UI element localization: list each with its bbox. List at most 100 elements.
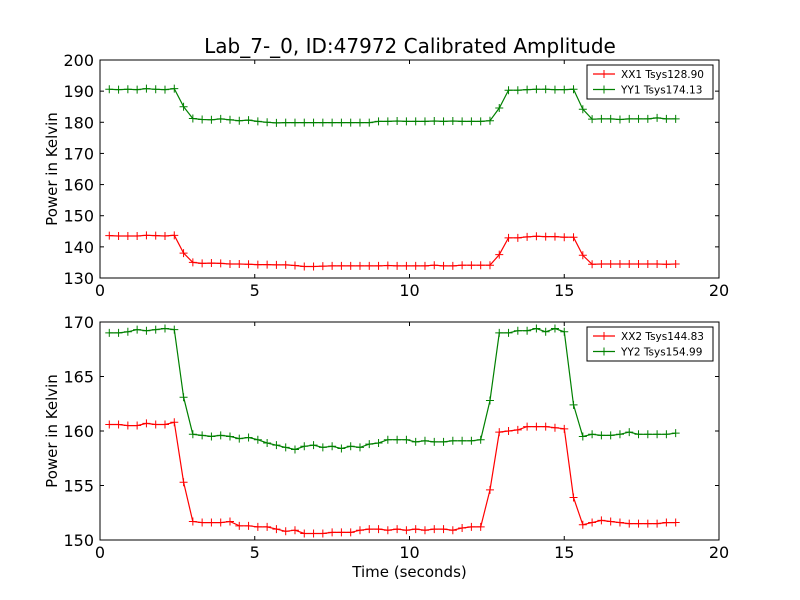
data-point: [272, 260, 281, 269]
data-point: [532, 324, 541, 333]
data-point: [188, 258, 197, 267]
data-point: [142, 231, 151, 240]
data-point: [411, 117, 420, 126]
data-point: [643, 259, 652, 268]
data-point: [476, 435, 485, 444]
x-tick-label: 15: [554, 543, 574, 562]
legend-marker: [600, 347, 608, 356]
data-point: [550, 85, 559, 94]
data-point: [216, 259, 225, 268]
data-point: [467, 117, 476, 126]
data-point: [662, 430, 671, 439]
data-point: [290, 445, 299, 454]
data-point: [300, 262, 309, 271]
data-point: [485, 261, 494, 270]
data-point: [318, 262, 327, 271]
data-point: [588, 518, 597, 527]
data-point: [495, 328, 504, 337]
data-point: [671, 518, 680, 527]
data-point: [309, 118, 318, 127]
data-point: [504, 233, 513, 242]
data-point: [671, 259, 680, 268]
data-point: [133, 85, 142, 94]
data-point: [207, 518, 216, 527]
y-tick-label: 180: [63, 113, 94, 132]
x-axis-label: Time (seconds): [351, 563, 467, 581]
data-point: [309, 262, 318, 271]
data-point: [374, 117, 383, 126]
legend-marker: [600, 85, 608, 94]
data-point: [225, 517, 234, 526]
data-point: [513, 326, 522, 335]
data-point: [541, 327, 550, 336]
data-point: [606, 114, 615, 123]
data-point: [467, 436, 476, 445]
data-point: [179, 478, 188, 487]
data-point: [495, 250, 504, 259]
legend-box: [586, 64, 714, 100]
x-tick-label: 15: [554, 281, 574, 300]
data-point: [523, 85, 532, 94]
y-axis-label: Power in Kelvin: [43, 374, 61, 488]
data-point: [198, 115, 207, 124]
data-point: [318, 529, 327, 538]
data-point: [244, 433, 253, 442]
data-point: [235, 521, 244, 530]
data-point: [625, 114, 634, 123]
data-point: [671, 429, 680, 438]
data-point: [235, 116, 244, 125]
data-point: [578, 251, 587, 260]
data-point: [383, 261, 392, 270]
legend-label: YY1 Tsys174.13: [620, 85, 702, 97]
y-tick-label: 165: [63, 368, 94, 387]
y-tick-label: 200: [63, 51, 94, 70]
data-point: [188, 114, 197, 123]
x-tick-label: 10: [399, 543, 419, 562]
data-point: [346, 442, 355, 451]
data-point: [235, 434, 244, 443]
data-point: [420, 526, 429, 535]
data-point: [430, 261, 439, 270]
data-point: [653, 113, 662, 122]
data-point: [588, 115, 597, 124]
data-point: [597, 516, 606, 525]
data-point: [365, 525, 374, 534]
data-point: [467, 522, 476, 531]
data-point: [207, 432, 216, 441]
data-point: [653, 519, 662, 528]
data-point: [439, 261, 448, 270]
data-point: [430, 525, 439, 534]
data-point: [513, 86, 522, 95]
data-point: [328, 442, 337, 451]
y-tick-label: 190: [63, 82, 94, 101]
data-point: [309, 441, 318, 450]
data-point: [430, 437, 439, 446]
legend-marker: [600, 70, 608, 78]
data-point: [606, 517, 615, 526]
data-point: [393, 117, 402, 126]
data-point: [541, 85, 550, 94]
data-point: [402, 117, 411, 126]
data-point: [643, 114, 652, 123]
data-point: [160, 85, 169, 94]
data-point: [355, 261, 364, 270]
data-point: [142, 84, 151, 93]
bottom-panel-chart: 0 5 10 15 20 150 155 160 165 170 Power in Kelvin Ti…: [43, 313, 729, 581]
data-point: [253, 260, 262, 269]
data-point: [346, 528, 355, 537]
y-tick-label: 130: [63, 269, 94, 288]
data-point: [133, 421, 142, 430]
data-point: [662, 518, 671, 527]
data-point: [662, 114, 671, 123]
data-point: [225, 259, 234, 268]
data-point: [615, 518, 624, 527]
x-tick-label: 10: [399, 281, 419, 300]
data-point: [244, 260, 253, 269]
data-point: [439, 525, 448, 534]
data-point: [569, 493, 578, 502]
data-point: [588, 430, 597, 439]
data-point: [365, 261, 374, 270]
data-point: [439, 117, 448, 126]
data-point: [393, 261, 402, 270]
data-point: [123, 327, 132, 336]
